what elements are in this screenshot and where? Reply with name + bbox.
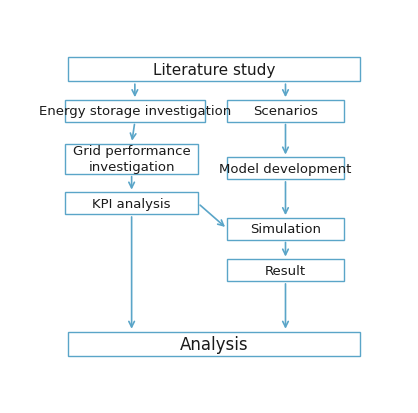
Bar [65,144,198,174]
Text: Energy storage investigation: Energy storage investigation [39,105,231,118]
Text: KPI analysis: KPI analysis [92,197,171,210]
Bar [65,193,198,215]
Bar [69,332,360,356]
Bar [227,158,344,180]
Bar [227,101,344,122]
Bar [65,101,204,122]
Text: Result: Result [265,264,306,277]
Bar [227,260,344,281]
Bar [227,218,344,240]
Text: Simulation: Simulation [250,223,321,236]
Bar [69,58,360,82]
Text: Grid performance
investigation: Grid performance investigation [73,145,191,174]
Text: Model development: Model development [219,162,352,175]
Text: Scenarios: Scenarios [253,105,318,118]
Text: Analysis: Analysis [180,335,249,353]
Text: Literature study: Literature study [153,63,275,78]
